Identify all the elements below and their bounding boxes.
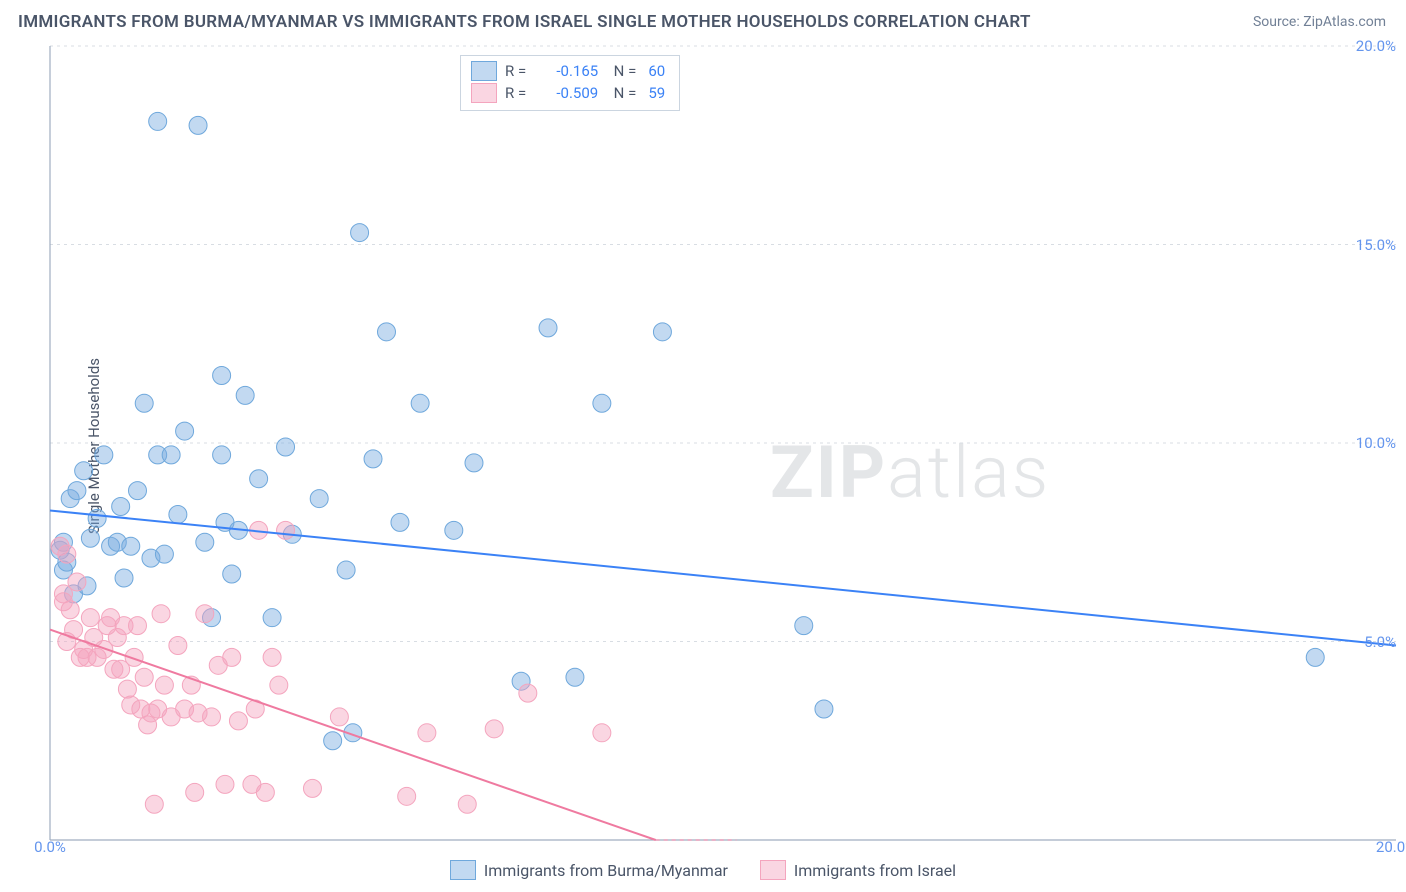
correlation-chart: IMMIGRANTS FROM BURMA/MYANMAR VS IMMIGRA… — [0, 0, 1406, 892]
series-legend-item: Immigrants from Burma/Myanmar — [450, 860, 728, 880]
legend-swatch — [471, 61, 497, 81]
legend-swatch — [760, 860, 786, 880]
y-tick-label: 20.0% — [1356, 37, 1396, 55]
legend-r-label: R = — [505, 60, 526, 82]
y-tick-label: 10.0% — [1356, 434, 1396, 452]
legend-n-label: N = — [606, 82, 636, 104]
series-label: Immigrants from Israel — [794, 861, 956, 880]
chart-canvas — [0, 0, 1406, 892]
legend-n-value: 59 — [648, 82, 665, 104]
series-legend: Immigrants from Burma/Myanmar Immigrants… — [0, 860, 1406, 884]
legend-swatch — [450, 860, 476, 880]
legend-row: R = -0.509 N = 59 — [471, 82, 665, 104]
x-tick-label: 0.0% — [34, 838, 66, 856]
legend-n-label: N = — [606, 60, 636, 82]
legend-row: R = -0.165 N = 60 — [471, 60, 665, 82]
series-legend-item: Immigrants from Israel — [760, 860, 956, 880]
legend-n-value: 60 — [648, 60, 665, 82]
legend-r-label: R = — [505, 82, 526, 104]
correlation-legend: R = -0.165 N = 60 R = -0.509 N = 59 — [460, 55, 680, 111]
legend-swatch — [471, 83, 497, 103]
y-tick-label: 5.0% — [1364, 633, 1396, 651]
legend-r-value: -0.509 — [538, 82, 598, 104]
legend-r-value: -0.165 — [538, 60, 598, 82]
y-tick-label: 15.0% — [1356, 236, 1396, 254]
series-label: Immigrants from Burma/Myanmar — [484, 861, 728, 880]
x-tick-label: 20.0% — [1376, 838, 1406, 856]
